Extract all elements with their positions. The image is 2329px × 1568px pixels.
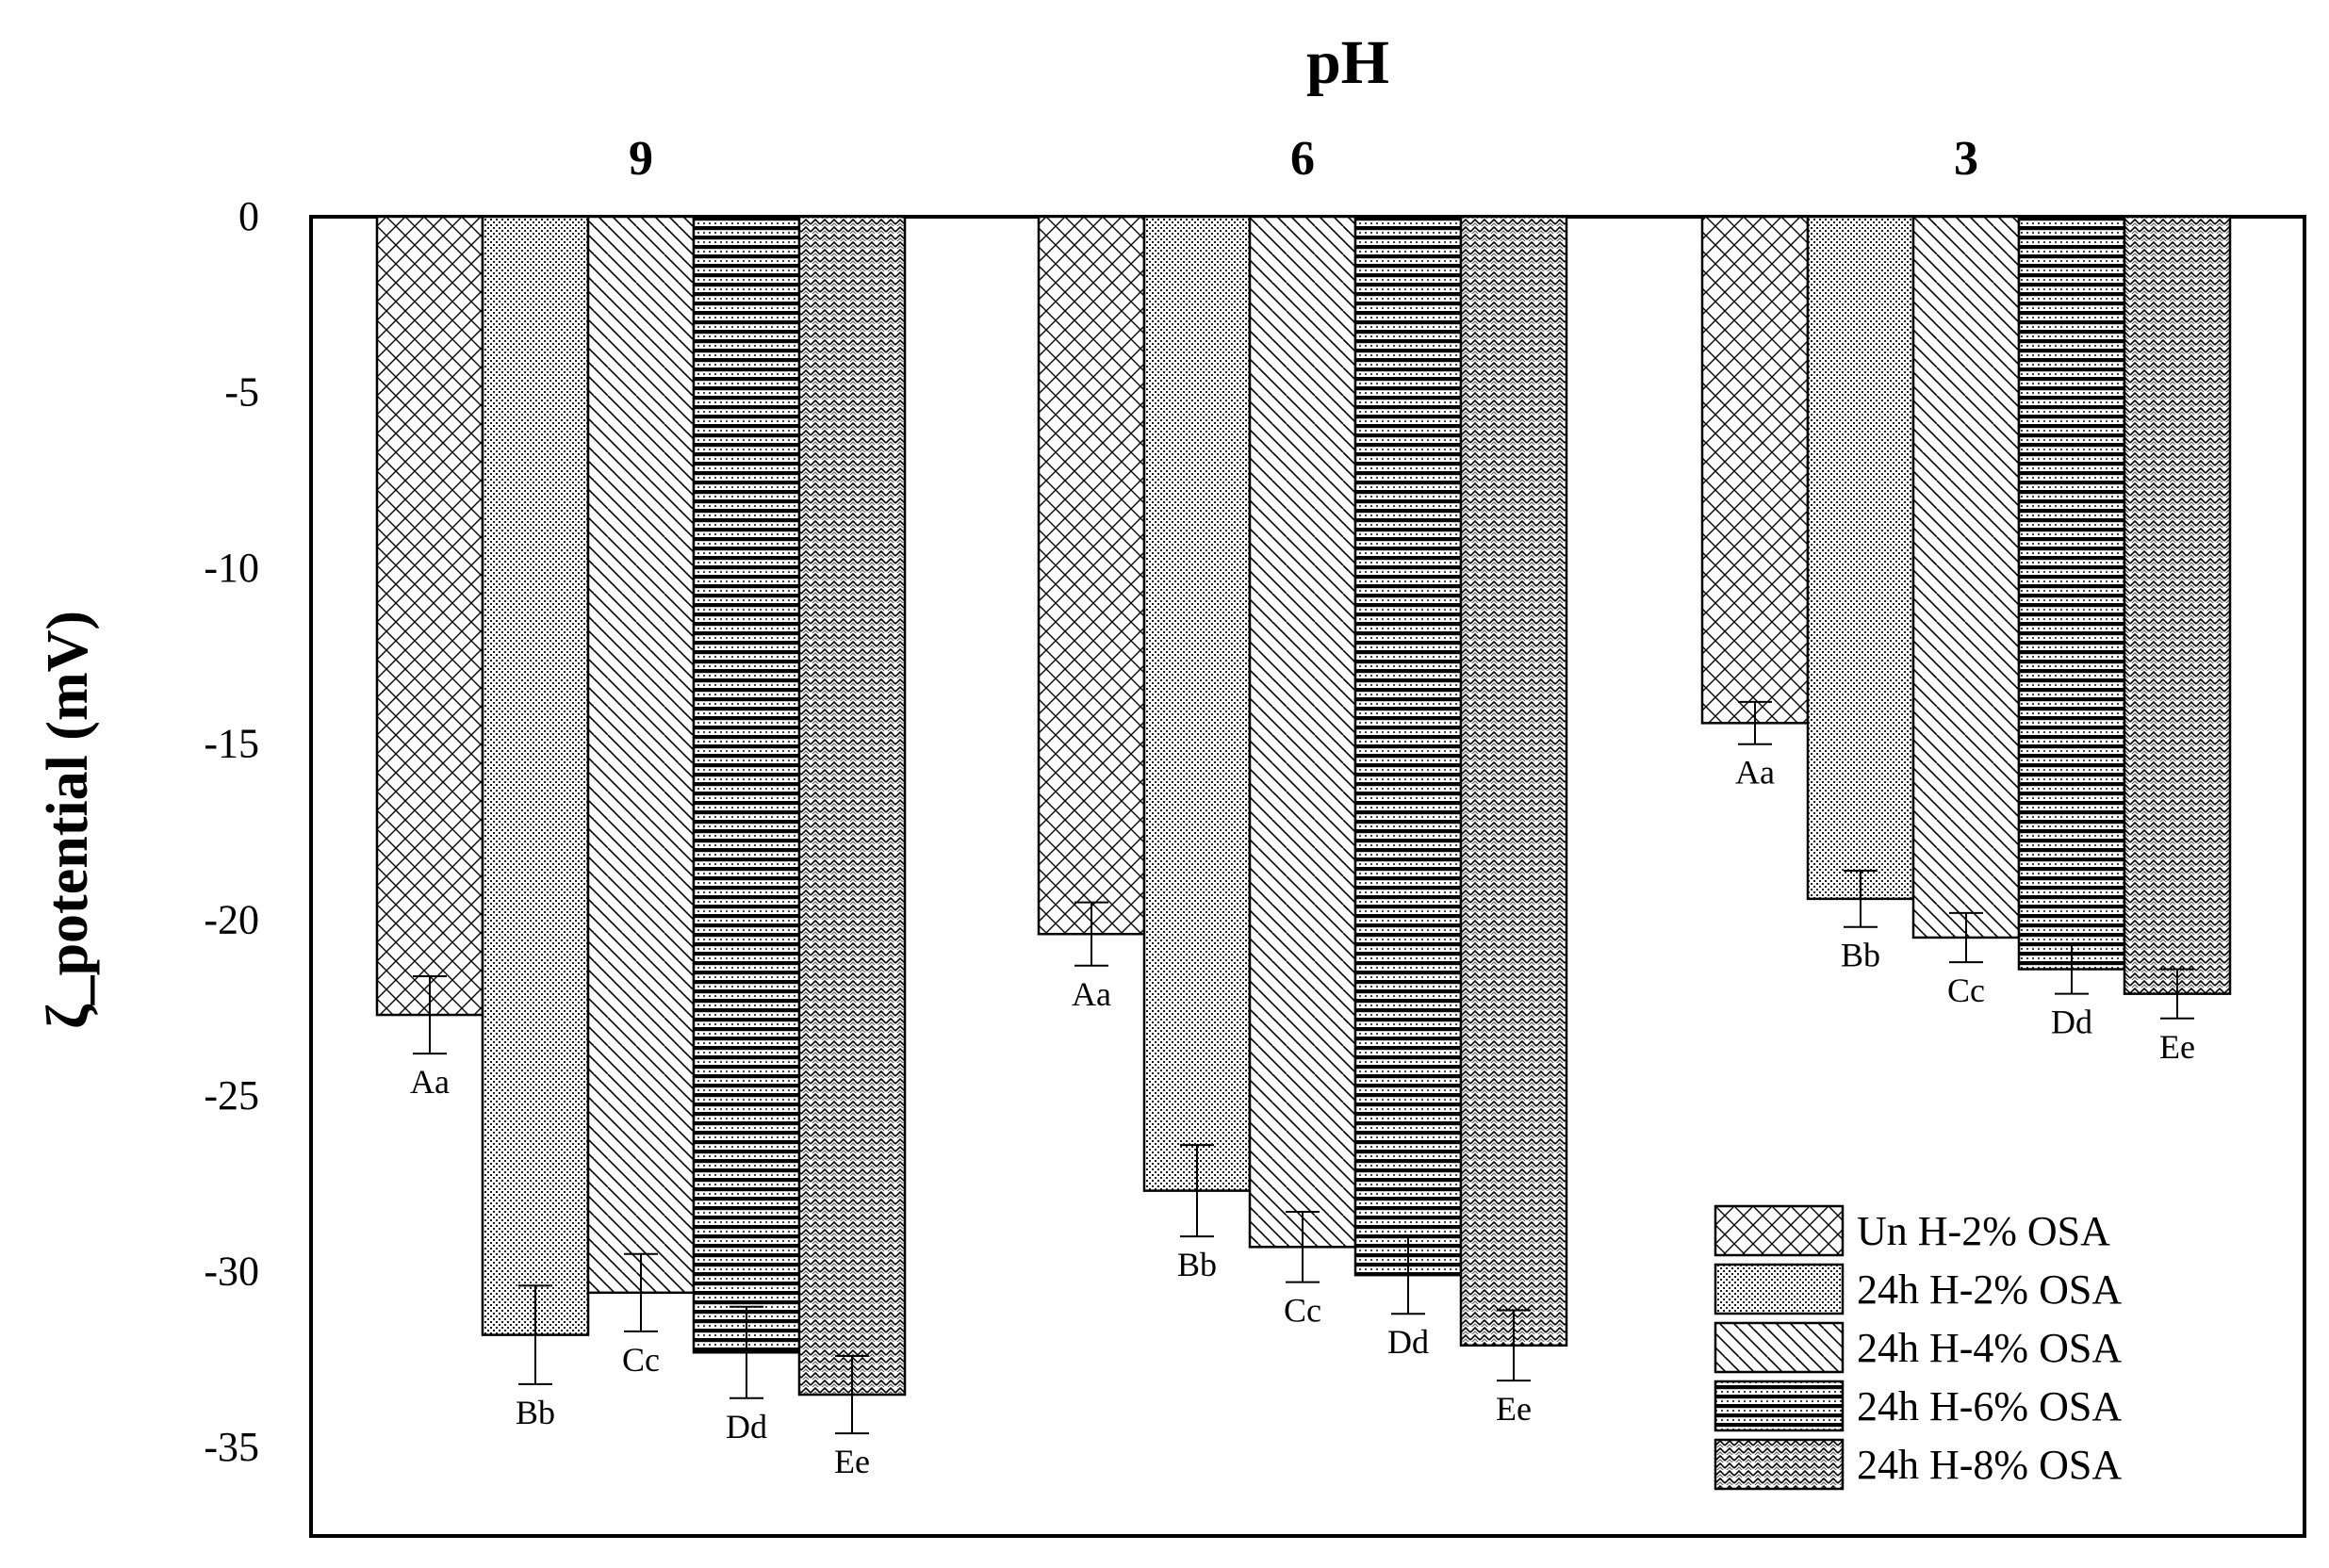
significance-label: Ee bbox=[1496, 1390, 1532, 1428]
significance-label: Bb bbox=[516, 1394, 555, 1431]
axes: 0 -5 -10 -15 -20 -25 -30 -35 ζ_potential (mV) pH 9… bbox=[36, 28, 2306, 1538]
error-bar bbox=[413, 974, 447, 1055]
significance-label: Cc bbox=[1947, 972, 1985, 1009]
y-tick-label: 0 bbox=[238, 193, 259, 239]
error-bar bbox=[2160, 968, 2194, 1020]
legend-label: 24h H-8% OSA bbox=[1857, 1442, 2122, 1488]
bar bbox=[2123, 215, 2232, 995]
error-bar bbox=[624, 1252, 658, 1332]
bar bbox=[1806, 215, 1915, 901]
legend-label: 24h H-4% OSA bbox=[1857, 1325, 2122, 1371]
y-tick-label: -5 bbox=[224, 369, 259, 416]
legend-swatch bbox=[1714, 1380, 1845, 1432]
significance-label: Ee bbox=[834, 1443, 870, 1480]
y-tick-label: -10 bbox=[204, 545, 259, 591]
chart-title: pH bbox=[1306, 28, 1389, 97]
significance-label: Cc bbox=[1284, 1292, 1321, 1330]
legend-swatch bbox=[1714, 1321, 1845, 1374]
error-bar bbox=[518, 1284, 552, 1385]
error-bar bbox=[1074, 901, 1108, 967]
legend-label: 24h H-2% OSA bbox=[1857, 1266, 2122, 1313]
significance-label: Ee bbox=[2159, 1028, 2195, 1066]
bar bbox=[1248, 215, 1357, 1249]
y-tick-label: -30 bbox=[204, 1248, 259, 1294]
error-bar bbox=[730, 1305, 763, 1399]
legend-swatch bbox=[1714, 1263, 1845, 1315]
category-label: 6 bbox=[1290, 132, 1315, 186]
significance-label: Aa bbox=[1072, 975, 1111, 1013]
significance-label: Aa bbox=[410, 1063, 450, 1101]
significance-label: Bb bbox=[1841, 937, 1880, 974]
error-bar bbox=[1180, 1144, 1214, 1238]
error-bar bbox=[1497, 1309, 1531, 1382]
bar bbox=[692, 215, 801, 1354]
error-bar bbox=[2055, 943, 2089, 995]
bar bbox=[1459, 215, 1568, 1348]
bar bbox=[797, 215, 907, 1396]
legend: Un H-2% OSA 24h H-2% OSA 24h H-4% OSA 24h H… bbox=[1714, 1204, 2122, 1491]
category-label: 3 bbox=[1954, 132, 1978, 186]
legend-swatch bbox=[1714, 1204, 1845, 1257]
legend-swatch bbox=[1714, 1438, 1845, 1491]
y-tick-label: -15 bbox=[204, 721, 259, 767]
significance-label: Cc bbox=[622, 1341, 660, 1379]
significance-label: Dd bbox=[2051, 1004, 2092, 1041]
legend-label: Un H-2% OSA bbox=[1857, 1208, 2110, 1254]
error-bar bbox=[1844, 870, 1878, 928]
bar bbox=[1353, 215, 1463, 1277]
significance-label: Dd bbox=[1387, 1323, 1429, 1361]
significance-label: Aa bbox=[1735, 754, 1775, 792]
category-label: 9 bbox=[629, 132, 653, 186]
bar bbox=[481, 215, 590, 1336]
error-bar bbox=[1391, 1235, 1425, 1315]
bar bbox=[1911, 215, 2021, 939]
error-bar bbox=[1738, 700, 1772, 745]
bar bbox=[1037, 215, 1146, 936]
data-labels: Aa Bb Cc Dd Ee Aa Bb Cc Dd Ee Aa Bb Cc Dd Ee bbox=[410, 754, 2195, 1480]
significance-label: Dd bbox=[726, 1408, 767, 1446]
bar bbox=[586, 215, 696, 1295]
bar bbox=[1142, 215, 1252, 1192]
significance-label: Bb bbox=[1177, 1246, 1217, 1283]
y-tick-label: -35 bbox=[204, 1424, 259, 1470]
y-axis-label: ζ_potential (mV) bbox=[36, 611, 100, 1029]
bar bbox=[375, 215, 484, 1017]
legend-label: 24h H-6% OSA bbox=[1857, 1383, 2122, 1429]
y-tick-label: -25 bbox=[204, 1072, 259, 1119]
bar bbox=[2017, 215, 2126, 971]
bars bbox=[375, 215, 2232, 1435]
error-bar bbox=[1286, 1210, 1320, 1283]
bar bbox=[1700, 215, 1810, 725]
error-bar bbox=[835, 1354, 869, 1435]
error-bar bbox=[1949, 911, 1983, 964]
y-tick-label: -20 bbox=[204, 896, 259, 942]
